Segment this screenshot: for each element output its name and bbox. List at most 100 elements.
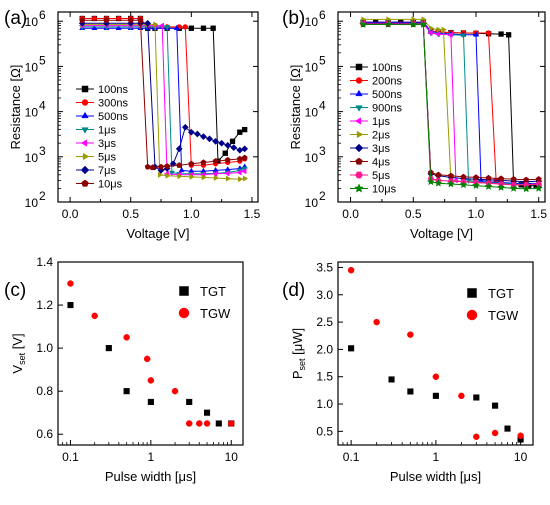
y-tick-label: 10	[305, 196, 319, 210]
x-tick-label: 1.5	[530, 207, 547, 221]
legend-marker	[354, 117, 362, 125]
series-TGW	[67, 280, 235, 427]
legend-marker	[466, 309, 478, 321]
y-tick-label: 10	[25, 151, 39, 165]
data-point	[347, 266, 355, 274]
legend-marker	[355, 157, 363, 165]
legend-label: 500ns	[372, 89, 402, 101]
data-point	[435, 171, 442, 178]
data-point	[434, 179, 443, 187]
data-point	[458, 392, 465, 400]
data-point	[224, 166, 231, 172]
y-tick-exponent: 4	[39, 99, 46, 113]
legend-marker	[80, 165, 90, 175]
y-tick-exponent: 5	[39, 53, 46, 67]
legend-label: 7μs	[98, 165, 116, 177]
data-point	[471, 181, 481, 190]
data-point	[182, 24, 188, 30]
data-point	[212, 158, 219, 164]
data-point	[153, 21, 159, 28]
data-point	[224, 156, 231, 163]
legend-label: 2μs	[372, 130, 390, 142]
data-point	[199, 133, 207, 141]
data-point	[196, 420, 203, 427]
data-point	[164, 163, 171, 169]
chart-panel-c: (c) 0.1 1 10 0.6 0.8 1.0 1.2 1.4 Pulse width [μs]…	[4, 255, 244, 484]
y-tick-label: 3.5	[316, 260, 333, 274]
legend-marker	[355, 89, 363, 97]
panel-label: (c)	[4, 280, 26, 301]
data-point	[434, 31, 441, 38]
data-point	[188, 167, 195, 173]
y-tick-label: 10	[25, 106, 39, 120]
legend-marker	[467, 288, 477, 298]
y-axis-label: Resistance [Ω]	[288, 65, 303, 150]
y-tick-label: 10	[25, 60, 39, 74]
panel-label: (d)	[282, 280, 305, 301]
data-point	[177, 173, 183, 180]
series-10μs	[359, 20, 543, 193]
y-tick-label: 10	[25, 196, 39, 210]
data-point	[447, 172, 454, 179]
data-point	[510, 175, 517, 182]
data-point	[115, 24, 122, 30]
legend-marker	[354, 183, 364, 193]
data-point	[407, 388, 414, 395]
data-point	[203, 420, 211, 427]
data-point	[409, 20, 418, 28]
series-TGT	[348, 345, 524, 443]
data-point	[175, 145, 183, 153]
data-point	[460, 173, 467, 180]
data-point	[147, 377, 155, 384]
y-tick-label: 1.0	[316, 397, 333, 411]
plot-frame	[337, 11, 546, 203]
x-tick-label: 1.0	[468, 207, 485, 221]
data-point	[147, 398, 154, 405]
y-tick-label: 1.2	[36, 298, 53, 312]
legend-marker	[355, 77, 363, 84]
data-point	[373, 318, 380, 326]
data-point	[123, 388, 130, 395]
data-point	[236, 146, 244, 154]
y-tick-label: 0.6	[36, 427, 53, 441]
y-tick-label: 2.0	[316, 342, 333, 356]
data-point	[67, 302, 74, 309]
data-point	[236, 169, 242, 176]
legend-label: 100ns	[372, 62, 402, 74]
panel-label: (b)	[282, 8, 305, 29]
data-point	[459, 180, 468, 189]
y-tick-label: 10	[25, 15, 39, 29]
data-point	[144, 19, 152, 27]
y-tick-label: 10	[305, 151, 319, 165]
legend-marker	[355, 63, 363, 71]
data-point	[149, 164, 156, 171]
legend-marker	[355, 105, 363, 112]
x-axis-label: Voltage [V]	[127, 226, 190, 241]
data-point	[212, 137, 220, 145]
y-tick-exponent: 3	[319, 144, 326, 158]
data-point	[224, 141, 232, 149]
legend-marker	[355, 171, 363, 179]
y-tick-exponent: 6	[319, 8, 326, 22]
y-axis-label-main: V	[10, 365, 25, 374]
data-point	[157, 163, 165, 170]
data-point	[178, 166, 185, 173]
y-axis-label-sub: set	[297, 358, 307, 371]
data-point	[505, 32, 512, 38]
y-tick-label: 2.5	[316, 315, 333, 329]
data-point	[206, 135, 213, 143]
data-point	[534, 184, 543, 192]
data-point	[137, 17, 144, 23]
y-tick-label: 10	[305, 15, 319, 29]
x-tick-label: 1.0	[183, 207, 200, 221]
y-tick-label: 1.0	[36, 341, 53, 355]
data-point	[123, 334, 130, 341]
legend-label: 500ns	[98, 111, 128, 123]
legend-label: 5μs	[372, 170, 390, 182]
data-point	[492, 402, 499, 409]
data-point	[187, 128, 195, 136]
series-TGW	[347, 266, 524, 441]
data-point	[143, 355, 151, 363]
